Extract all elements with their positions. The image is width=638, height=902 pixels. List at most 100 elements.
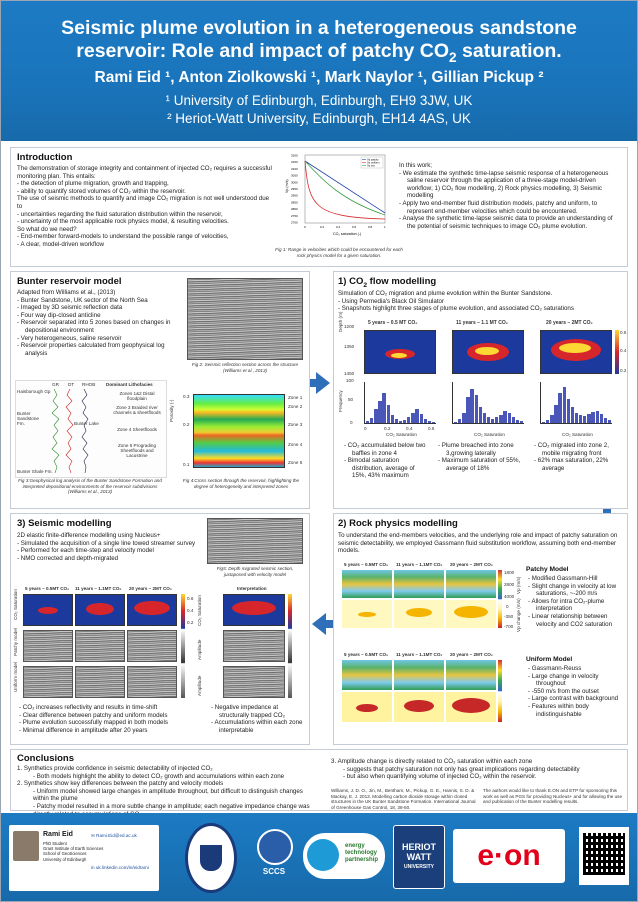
velocity-saturation-chart: 3200 3150 3100 3050 3000 2950 2900 2850 2800 2750… (285, 154, 386, 237)
seis-patchy-3 (127, 630, 177, 662)
flow-bullet: 62% max saturation, 22% average (534, 457, 624, 472)
dvp-tick: -350 (504, 614, 514, 619)
plume-core (559, 343, 591, 353)
intro-right-list: We estimate the synthetic time-lapse sei… (399, 170, 621, 231)
flow-bullets-2: Plume breached into zone 3,growing later… (438, 442, 528, 472)
rock-snap-title-1: 5 years – 0.5MT CO₂ (344, 562, 389, 567)
rock-snap-title-3b: 20 years – 2MT CO₂ (450, 652, 493, 657)
fig1-xtick: 0.8 (368, 225, 373, 229)
flow-title-sub: 2 (363, 281, 368, 289)
zone-label-4: Zone 4 (288, 442, 303, 447)
sccs-logo: SCCS (255, 825, 293, 889)
histogram-bar (386, 405, 390, 423)
row-label-patchy: Patchy model (13, 628, 18, 656)
freq-tick-bottom: 0 (350, 420, 353, 425)
seis-cbar-tick: 0.6 (187, 596, 194, 601)
mail-icon: ✉ (91, 833, 97, 838)
plume-core (391, 353, 407, 358)
histogram-bar (390, 415, 395, 423)
fig3-caption: Fig 3:Geophysical log analysis of the Bu… (18, 478, 162, 495)
qr-pattern-icon (583, 833, 625, 875)
fig1-ytick: 3050 (291, 174, 298, 178)
uniform-item: Features within body indistinguishable (528, 703, 626, 718)
sat-tick: 0.6 (428, 426, 435, 431)
patchy-dvp-2 (394, 600, 444, 628)
seismic-bullet: Plume evolution successfully mapped in b… (19, 719, 205, 727)
histogram-bar (370, 418, 374, 423)
fig1-xtick: 0.2 (320, 225, 325, 229)
contact-role: PhD Student (43, 841, 67, 846)
fig1-ytick: 2700 (291, 221, 298, 225)
qr-code[interactable] (579, 827, 629, 885)
uniform-item: Gassmann-Reuss (528, 665, 626, 673)
histogram-bar (499, 415, 503, 423)
histogram-bar (366, 421, 370, 423)
rock-snap-title-2b: 11 years – 1.1MT CO₂ (396, 652, 443, 657)
seismic-text: 2D elastic finite-difference modelling u… (17, 532, 199, 562)
fig1-xtick: 0.4 (336, 225, 341, 229)
row-label-saturation: CO₂ Saturation (13, 589, 18, 620)
seis-uniform-3 (127, 666, 177, 698)
frequency-label: Frequency (338, 390, 343, 412)
log-col-dt: DT (68, 382, 75, 387)
fig1-ytick: 2750 (291, 214, 298, 218)
eon-logo: e·on (453, 829, 565, 883)
flow-arrow-shaft (310, 379, 318, 387)
conclusion-2: 2. Synthetics show key differences betwe… (17, 780, 317, 788)
intro-list-1: the detection of plume migration, growth… (17, 180, 272, 195)
vp-tick: 4000 (504, 594, 515, 599)
seismic-bullet: Clear difference between patchy and unif… (19, 712, 205, 720)
cbar-tick-top: 0.6 (620, 330, 627, 335)
uniform-vp-3 (446, 660, 496, 690)
patchy-item: Slight change in velocity at low saturat… (528, 583, 626, 598)
log-col-rhob: RHOB (82, 382, 96, 387)
histogram-bar (503, 411, 507, 423)
histogram-bar (570, 407, 575, 423)
seis-cbar-tick: 0.2 (187, 620, 194, 625)
cbar-tick-low: 0.2 (620, 368, 627, 373)
fig1-ytick: 2800 (291, 207, 298, 211)
flow-text: Simulation of CO₂ migration and plume ev… (338, 290, 626, 313)
histogram-bar (431, 422, 436, 423)
histogram-bar (458, 419, 462, 423)
histogram-bar (558, 393, 562, 423)
title-line-2-post: saturation. (456, 40, 562, 62)
intro-right-text: In this work; We estimate the synthetic … (399, 162, 621, 230)
sccs-globe-icon (257, 829, 293, 865)
histogram-bar (587, 414, 591, 423)
porosity-tick-high: 0.3 (183, 394, 190, 399)
flow-bullets-1: CO₂ accumulated below two baffles in zon… (344, 442, 430, 480)
intro-list-3: End-member forward-models to understand … (17, 233, 272, 248)
porosity-section (193, 394, 285, 468)
interp-patchy (223, 630, 285, 662)
histogram-bar (466, 397, 470, 423)
vp-change-blob (356, 704, 378, 712)
bunter-title: Bunter reservoir model (17, 276, 122, 287)
seis-snap-title-1: 5 years – 0.5MT CO₂ (25, 586, 70, 591)
intro-list-1-item: the detection of plume migration, growth… (17, 180, 272, 188)
histogram-bar (574, 413, 579, 423)
seismic-list-item: Performed for each time-step and velocit… (17, 547, 199, 555)
bunter-list-item: Reservoir separated into 5 zones based o… (17, 319, 177, 334)
vp-change-blob (404, 700, 434, 712)
cbar-tick-mid: 0.4 (620, 348, 627, 353)
sat-tick: 0 (364, 426, 367, 431)
flow-paragraph: Simulation of CO₂ migration and plume ev… (338, 290, 553, 297)
fig1-ytick: 2950 (291, 187, 298, 191)
histogram-bar (394, 419, 399, 423)
hw-text-line: WATT (406, 852, 432, 862)
freq-tick-mid: 50 (348, 397, 354, 402)
snap-title-1: 5 years – 0.5 MT CO₂ (368, 320, 418, 326)
histogram-bar (595, 411, 599, 423)
patchy-dvp-3 (446, 600, 496, 628)
acknowledgements: The authors would like to thank E.ON and… (483, 788, 623, 805)
contact-details: PhD Student Grant Institute of Earth Sci… (43, 841, 103, 862)
histogram-bar (546, 420, 550, 423)
snap-title-2: 11 years – 1.1 MT CO₂ (456, 320, 508, 326)
flow-bullet: CO₂ accumulated below two baffles in zon… (344, 442, 430, 457)
seis-uniform-1 (23, 666, 73, 698)
linkedin-link[interactable]: in uk.linkedin.com/in/eidrami (91, 865, 149, 870)
email-link[interactable]: ✉ Rami.Eid@ed.ac.uk (91, 833, 137, 839)
fig1-ytick: 3100 (291, 167, 298, 171)
